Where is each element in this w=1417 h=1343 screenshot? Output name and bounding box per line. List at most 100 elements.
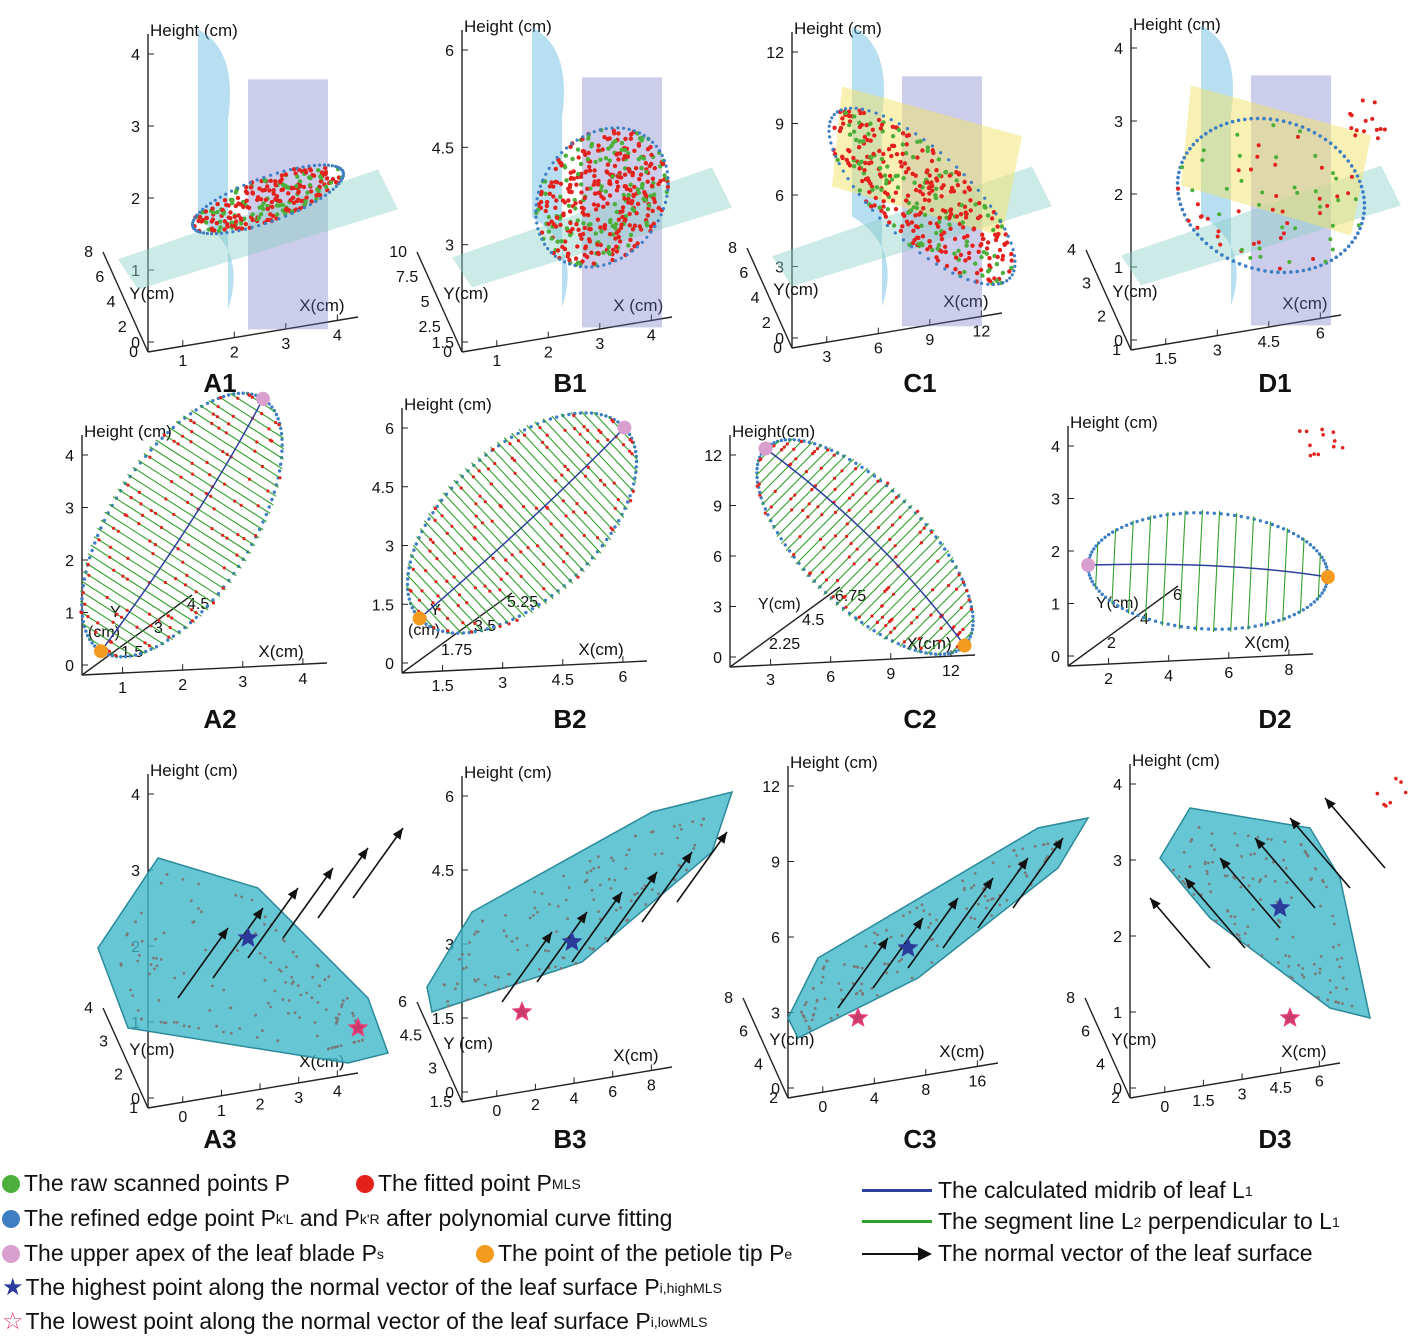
scan-point	[250, 212, 255, 217]
fitted-point	[339, 1044, 343, 1047]
outlier-point	[1331, 430, 1336, 435]
segment-line	[122, 481, 247, 562]
fitted-point	[1258, 880, 1261, 884]
x-tick-label: 0	[178, 1109, 187, 1126]
scan-point	[940, 208, 946, 213]
scan-point	[960, 220, 965, 225]
fitted-point	[609, 526, 613, 530]
scan-point	[937, 173, 942, 178]
fitted-point	[922, 909, 926, 913]
edge-point	[1275, 118, 1279, 122]
scan-point	[1237, 153, 1242, 158]
edge-point	[270, 497, 274, 502]
edge-point	[598, 128, 602, 132]
fitted-point	[97, 538, 101, 542]
fitted-point	[292, 980, 295, 984]
scan-point	[879, 122, 885, 128]
fitted-point	[489, 482, 493, 486]
y-axis	[1085, 249, 1132, 351]
scan-point	[583, 244, 589, 249]
fitted-point	[562, 874, 565, 878]
z-tick-label: 0	[1113, 1081, 1122, 1098]
fitted-point	[973, 917, 977, 921]
fitted-point	[108, 545, 113, 549]
fitted-point	[497, 987, 501, 991]
segment-line	[432, 505, 533, 614]
petiole-point	[94, 644, 108, 659]
scan-point	[582, 195, 588, 201]
edge-point	[522, 428, 527, 432]
scan-point	[605, 162, 611, 167]
edge-point	[1092, 583, 1096, 587]
scan-point	[651, 221, 656, 226]
edge-point	[971, 623, 975, 628]
fitted-point	[1334, 986, 1338, 990]
fitted-point	[1211, 860, 1215, 864]
z-tick-label: 2	[1113, 929, 1122, 946]
normal-vector	[282, 867, 334, 939]
fitting-surface	[198, 29, 234, 310]
fitted-point	[909, 621, 914, 625]
x-tick-label: 3	[1213, 343, 1222, 360]
scan-point	[964, 243, 969, 248]
scan-point	[665, 184, 671, 190]
fitted-point	[147, 644, 152, 648]
y-tick-label: 2	[769, 1090, 778, 1107]
fitted-point	[900, 934, 904, 938]
x-axis-label: X(cm)	[613, 1046, 658, 1065]
z-axis-label: Height (cm)	[150, 761, 238, 780]
fitted-point	[822, 965, 826, 969]
fitted-point	[938, 639, 942, 643]
edge-point	[989, 204, 993, 208]
scan-point	[1278, 236, 1283, 240]
scan-point	[583, 170, 588, 175]
scan-point	[553, 205, 558, 210]
fitted-point	[476, 930, 480, 934]
fitted-point	[268, 438, 272, 442]
fitted-point	[653, 853, 657, 856]
edge-point	[509, 435, 514, 439]
fitted-point	[1318, 971, 1322, 975]
fitted-point	[493, 461, 497, 466]
fitted-point	[590, 888, 594, 892]
edge-point	[627, 432, 632, 437]
scan-point	[246, 205, 252, 210]
scan-point	[925, 247, 930, 252]
scan-point	[862, 168, 867, 173]
scan-point	[900, 131, 906, 136]
y-tick-label: 2.5	[419, 319, 441, 336]
scan-point	[578, 232, 583, 238]
scan-point	[865, 137, 870, 143]
fitted-point	[893, 626, 897, 630]
segment-line	[907, 588, 969, 651]
edge-point	[1176, 191, 1180, 196]
scan-point	[563, 153, 568, 158]
y-axis-label: Y	[430, 602, 441, 619]
fitted-point	[357, 1039, 361, 1043]
y-tick-label: 8	[1066, 990, 1075, 1007]
normal-vector-head	[982, 878, 993, 890]
legend-fitted-point: The fitted point P MLS	[356, 1170, 581, 1197]
edge-point	[1185, 511, 1189, 515]
edge-point	[613, 259, 618, 263]
edge-point	[632, 482, 636, 486]
outlier-point	[1321, 433, 1325, 437]
scan-point	[943, 249, 948, 255]
fitted-point	[1023, 871, 1027, 875]
fitted-point	[504, 913, 507, 917]
scan-point	[279, 187, 284, 193]
fitted-point	[515, 618, 519, 623]
scan-point	[1215, 234, 1220, 239]
fitted-point	[1233, 832, 1237, 835]
fitted-point	[293, 1011, 297, 1015]
fitted-point	[1328, 979, 1332, 982]
scan-point	[913, 173, 918, 178]
edge-point	[1159, 514, 1163, 518]
x-tick-label: 4	[570, 1090, 579, 1107]
segment-line	[97, 527, 215, 604]
fitted-point	[582, 425, 586, 429]
scan-point	[567, 209, 573, 214]
scan-point	[585, 157, 591, 162]
edge-point	[214, 232, 218, 236]
